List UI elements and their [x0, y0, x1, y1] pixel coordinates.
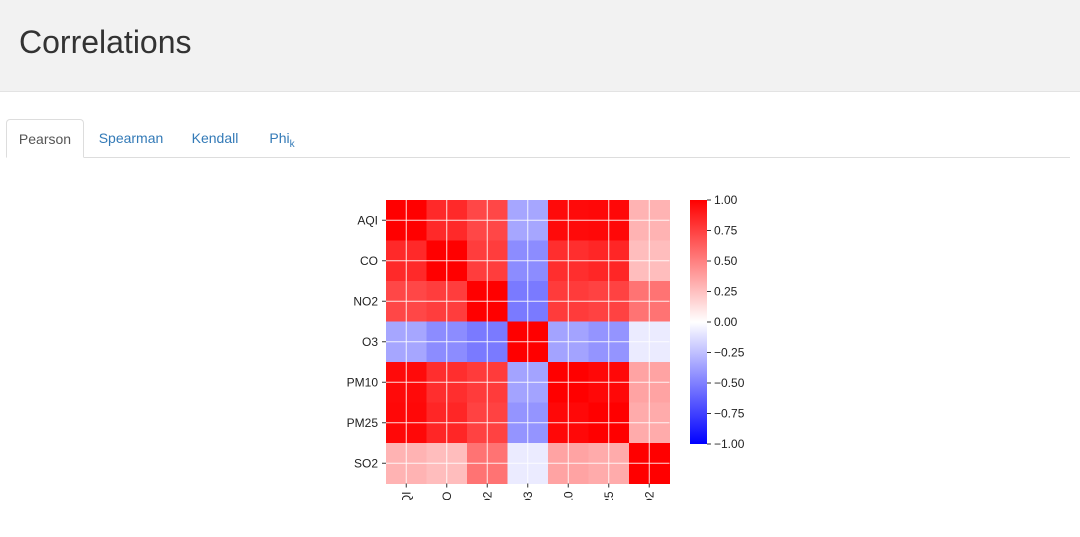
correlation-tabs: Pearson Spearman Kendall Phik: [6, 119, 1070, 158]
tab-pearson-label: Pearson: [18, 131, 72, 147]
page-title: Correlations: [19, 24, 192, 60]
tab-kendall-label: Kendall: [191, 130, 239, 146]
tab-spearman-label: Spearman: [98, 130, 164, 146]
x-tick-label: PM25: [602, 491, 616, 500]
y-tick-label: AQI: [357, 213, 378, 227]
colorbar-tick-label: −0.50: [714, 376, 745, 390]
colorbar-tick-label: −1.00: [714, 437, 745, 451]
colorbar-tick-label: 1.00: [714, 193, 738, 207]
page-header: Correlations: [0, 0, 1080, 92]
x-tick-label: NO2: [480, 491, 494, 500]
y-tick-label: NO2: [353, 294, 378, 308]
colorbar: [690, 200, 707, 444]
colorbar-tick-label: −0.25: [714, 346, 745, 360]
colorbar-tick-label: 0.75: [714, 224, 738, 238]
x-tick-label: SO2: [642, 491, 656, 500]
colorbar-tick-label: 0.25: [714, 285, 738, 299]
tab-kendall[interactable]: Kendall: [184, 119, 246, 157]
tab-pearson[interactable]: Pearson: [6, 119, 84, 158]
x-tick-label: O3: [521, 491, 535, 500]
y-tick-label: PM25: [347, 416, 379, 430]
colorbar-tick-label: 0.50: [714, 254, 738, 268]
y-tick-label: O3: [362, 335, 378, 349]
x-tick-label: AQI: [399, 492, 413, 501]
tab-phik[interactable]: Phik: [262, 119, 302, 157]
y-tick-label: SO2: [354, 456, 378, 470]
tab-phik-subscript: k: [289, 138, 295, 150]
x-tick-label: CO: [440, 492, 454, 501]
colorbar-tick-label: 0.00: [714, 315, 738, 329]
x-tick-label: PM10: [561, 491, 575, 500]
correlation-heatmap: AQI CO NO2 O3 PM10 PM25 SO2 AQI CO NO2 O3 PM10 PM25 S…: [347, 193, 745, 501]
tab-phik-label: Phi: [269, 130, 290, 146]
tab-spearman[interactable]: Spearman: [92, 119, 170, 157]
y-tick-label: CO: [360, 254, 378, 268]
y-tick-label: PM10: [347, 375, 379, 389]
colorbar-tick-label: −0.75: [714, 407, 745, 421]
